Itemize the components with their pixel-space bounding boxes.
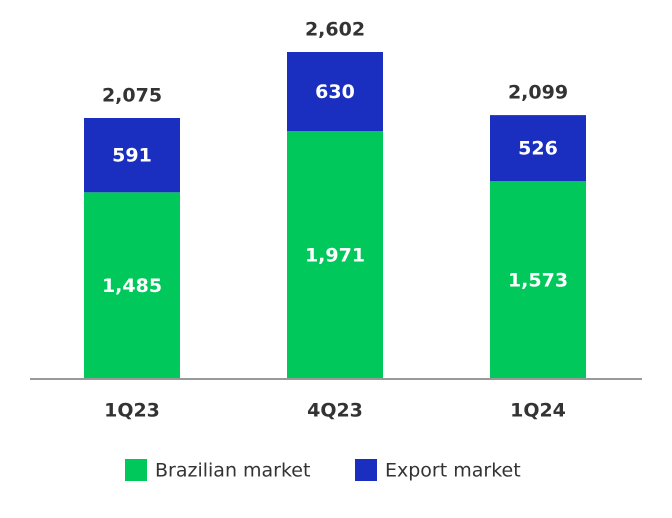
x-tick-label: 1Q23 — [104, 400, 160, 422]
value-label: 1,573 — [508, 270, 568, 292]
total-label: 2,075 — [102, 85, 162, 107]
bar-segment — [490, 181, 586, 379]
bar-segment — [490, 115, 586, 182]
value-label: 1,971 — [305, 245, 365, 267]
bar-segment — [84, 192, 180, 379]
value-label: 526 — [518, 138, 558, 160]
legend-label: Export market — [385, 460, 521, 482]
bar-segment — [287, 131, 383, 379]
legend-label: Brazilian market — [155, 460, 310, 482]
total-label: 2,099 — [508, 82, 568, 104]
legend-swatch — [355, 459, 377, 481]
bar-segment — [287, 52, 383, 132]
x-tick-label: 4Q23 — [307, 400, 363, 422]
legend-swatch — [125, 459, 147, 481]
total-label: 2,602 — [305, 19, 365, 41]
value-label: 1,485 — [102, 275, 162, 297]
value-label: 591 — [112, 145, 152, 167]
value-label: 630 — [315, 81, 355, 103]
bar-segment — [84, 118, 180, 193]
x-tick-label: 1Q24 — [510, 400, 566, 422]
